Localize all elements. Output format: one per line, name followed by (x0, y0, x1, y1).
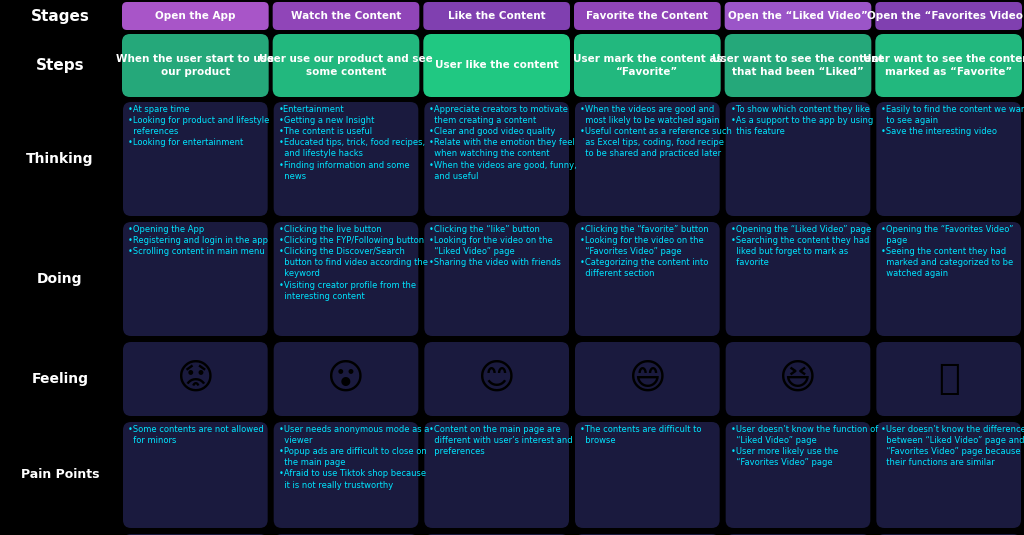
FancyBboxPatch shape (575, 222, 720, 336)
Text: •User doesn’t know the function of
  “Liked Video” page
•User more likely use th: •User doesn’t know the function of “Like… (731, 425, 878, 467)
Text: 😟: 😟 (176, 362, 214, 396)
FancyBboxPatch shape (877, 102, 1021, 216)
Text: •Content on the main page are
  different with user’s interest and
  preferences: •Content on the main page are different … (429, 425, 573, 456)
Text: •Easily to find the content we want
  to see again
•Save the interesting video: •Easily to find the content we want to s… (882, 105, 1024, 136)
FancyBboxPatch shape (574, 2, 721, 30)
FancyBboxPatch shape (726, 534, 870, 535)
FancyBboxPatch shape (273, 102, 419, 216)
FancyBboxPatch shape (725, 2, 871, 30)
FancyBboxPatch shape (575, 102, 720, 216)
FancyBboxPatch shape (273, 534, 419, 535)
Text: •Opening the App
•Registering and login in the app
•Scrolling content in main me: •Opening the App •Registering and login … (128, 225, 268, 256)
Text: Like the Content: Like the Content (447, 11, 546, 21)
Text: 😊: 😊 (478, 362, 515, 396)
FancyBboxPatch shape (575, 534, 720, 535)
FancyBboxPatch shape (424, 422, 569, 528)
FancyBboxPatch shape (876, 2, 1022, 30)
Text: User like the content: User like the content (435, 60, 558, 71)
FancyBboxPatch shape (574, 34, 721, 97)
FancyBboxPatch shape (123, 342, 267, 416)
Text: •Clicking the live button
•Clicking the FYP/Following button
•Clicking the Disco: •Clicking the live button •Clicking the … (279, 225, 428, 301)
FancyBboxPatch shape (272, 2, 420, 30)
FancyBboxPatch shape (424, 102, 569, 216)
FancyBboxPatch shape (123, 534, 267, 535)
Text: 😮: 😮 (328, 362, 365, 396)
FancyBboxPatch shape (272, 34, 420, 97)
FancyBboxPatch shape (726, 222, 870, 336)
Text: User want to see the content
marked as “Favorite”: User want to see the content marked as “… (863, 54, 1024, 77)
FancyBboxPatch shape (877, 422, 1021, 528)
Text: Doing: Doing (37, 272, 83, 286)
FancyBboxPatch shape (424, 342, 569, 416)
Text: •To show which content they like
•As a support to the app by using
  this featur: •To show which content they like •As a s… (731, 105, 872, 136)
FancyBboxPatch shape (123, 102, 267, 216)
Text: •Opening the “Liked Video” page
•Searching the content they had
  liked but forg: •Opening the “Liked Video” page •Searchi… (731, 225, 871, 268)
FancyBboxPatch shape (122, 2, 268, 30)
Text: User want to see the content
that had been “Liked”: User want to see the content that had be… (712, 54, 884, 77)
Text: When the user start to use
our product: When the user start to use our product (117, 54, 274, 77)
Text: •Opening the “Favorites Video”
  page
•Seeing the content they had
  marked and : •Opening the “Favorites Video” page •See… (882, 225, 1014, 278)
Text: Feeling: Feeling (32, 372, 88, 386)
FancyBboxPatch shape (726, 342, 870, 416)
Text: •Entertainment
•Getting a new Insight
•The content is useful
•Educated tips, tri: •Entertainment •Getting a new Insight •T… (279, 105, 425, 181)
Text: Open the “Favorites Video”: Open the “Favorites Video” (867, 11, 1024, 21)
Text: Watch the Content: Watch the Content (291, 11, 401, 21)
Text: •The contents are difficult to
  browse: •The contents are difficult to browse (580, 425, 701, 445)
Text: Stages: Stages (31, 9, 89, 24)
FancyBboxPatch shape (575, 422, 720, 528)
FancyBboxPatch shape (726, 422, 870, 528)
Text: •Appreciate creators to motivate
  them creating a content
•Clear and good video: •Appreciate creators to motivate them cr… (429, 105, 578, 181)
FancyBboxPatch shape (575, 342, 720, 416)
FancyBboxPatch shape (877, 222, 1021, 336)
FancyBboxPatch shape (122, 34, 268, 97)
FancyBboxPatch shape (726, 102, 870, 216)
Text: 😆: 😆 (779, 362, 817, 396)
FancyBboxPatch shape (423, 2, 570, 30)
FancyBboxPatch shape (424, 222, 569, 336)
FancyBboxPatch shape (876, 34, 1022, 97)
Text: •Clicking the “favorite” button
•Looking for the video on the
  “Favorites Video: •Clicking the “favorite” button •Looking… (580, 225, 709, 278)
Text: •Some contents are not allowed
  for minors: •Some contents are not allowed for minor… (128, 425, 264, 445)
FancyBboxPatch shape (877, 534, 1021, 535)
FancyBboxPatch shape (123, 422, 267, 528)
FancyBboxPatch shape (423, 34, 570, 97)
Text: •User needs anonymous mode as a
  viewer
•Popup ads are difficult to close on
  : •User needs anonymous mode as a viewer •… (279, 425, 429, 490)
Text: Thinking: Thinking (27, 152, 94, 166)
Text: User use our product and see
some content: User use our product and see some conten… (259, 54, 433, 77)
FancyBboxPatch shape (123, 222, 267, 336)
FancyBboxPatch shape (424, 534, 569, 535)
Text: Favorite the Content: Favorite the Content (587, 11, 709, 21)
FancyBboxPatch shape (273, 342, 419, 416)
Text: •When the videos are good and
  most likely to be watched again
•Useful content : •When the videos are good and most likel… (580, 105, 732, 158)
Text: 🥰: 🥰 (938, 362, 959, 396)
Text: •At spare time
•Looking for product and lifestyle
  references
•Looking for ente: •At spare time •Looking for product and … (128, 105, 269, 147)
Text: Open the App: Open the App (155, 11, 236, 21)
Text: Steps: Steps (36, 58, 84, 73)
Text: Open the “Liked Video”: Open the “Liked Video” (728, 11, 868, 21)
FancyBboxPatch shape (877, 342, 1021, 416)
Text: •Clicking the “like” button
•Looking for the video on the
  “Liked Video” page
•: •Clicking the “like” button •Looking for… (429, 225, 561, 268)
Text: Pain Points: Pain Points (20, 469, 99, 482)
Text: 😄: 😄 (629, 362, 667, 396)
FancyBboxPatch shape (725, 34, 871, 97)
FancyBboxPatch shape (273, 422, 419, 528)
Text: •User doesn’t know the differences
  between “Liked Video” page and
  “Favorites: •User doesn’t know the differences betwe… (882, 425, 1024, 467)
FancyBboxPatch shape (273, 222, 419, 336)
Text: User mark the content as
“Favorite”: User mark the content as “Favorite” (572, 54, 722, 77)
